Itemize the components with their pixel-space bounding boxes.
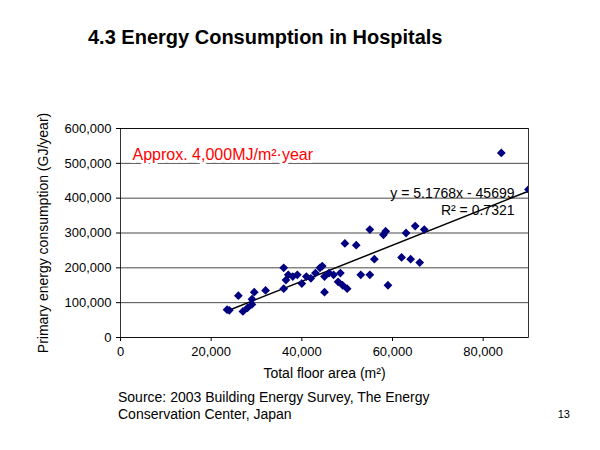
html-text:Source: 2003 Building Energy S: Source: 2003 Building Energy Survey, The…	[118, 389, 430, 422]
svg-text:Total floor area (m²): Total floor area (m²)	[263, 365, 385, 381]
svg-text:300,000: 300,000	[65, 225, 112, 240]
svg-text:60,000: 60,000	[373, 344, 413, 359]
svg-text:20,000: 20,000	[191, 344, 231, 359]
svg-text:0: 0	[117, 344, 124, 359]
svg-text:500,000: 500,000	[65, 155, 112, 170]
svg-text:400,000: 400,000	[65, 190, 112, 205]
svg-text:Approx. 4,000MJ/m²·year: Approx. 4,000MJ/m²·year	[133, 146, 314, 163]
svg-text:R² = 0.7321: R² = 0.7321	[441, 202, 515, 218]
svg-text:40,000: 40,000	[282, 344, 322, 359]
svg-text:100,000: 100,000	[65, 295, 112, 310]
html-text:13: 13	[557, 408, 570, 420]
svg-text:0: 0	[104, 330, 111, 345]
html-text:4.3 Energy Consumption in Hosp: 4.3 Energy Consumption in Hospitals	[88, 26, 443, 48]
svg-text:y = 5.1768x - 45699: y = 5.1768x - 45699	[390, 185, 514, 201]
svg-text:80,000: 80,000	[463, 344, 503, 359]
svg-text:200,000: 200,000	[65, 260, 112, 275]
svg-text:Primary energy consumption (GJ: Primary energy consumption (GJ/year)	[35, 113, 51, 353]
svg-text:600,000: 600,000	[65, 121, 112, 136]
